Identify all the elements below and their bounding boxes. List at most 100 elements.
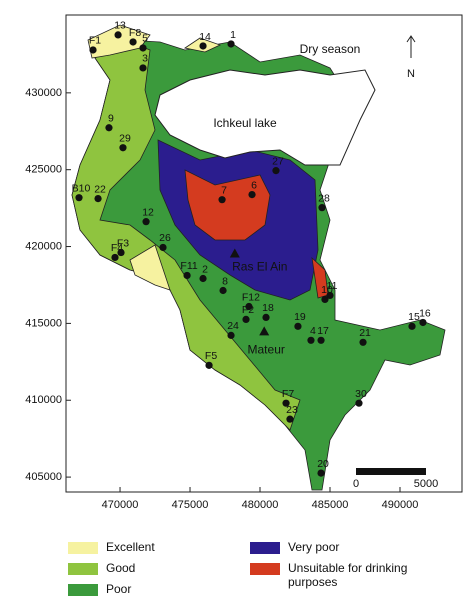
north-arrow-head bbox=[406, 35, 416, 43]
sample-point bbox=[114, 31, 122, 39]
sample-label: 14 bbox=[199, 31, 211, 43]
sample-point bbox=[419, 318, 427, 327]
sample-label: 20 bbox=[317, 458, 329, 470]
sample-point bbox=[119, 144, 127, 152]
lake-label: Ichkeul lake bbox=[213, 116, 277, 130]
sample-label: F4 bbox=[111, 242, 123, 254]
sample-point bbox=[139, 44, 147, 52]
sample-point bbox=[359, 338, 367, 346]
scale-label: 5000 bbox=[414, 478, 438, 490]
sample-point bbox=[139, 64, 147, 72]
legend-label: Very poor bbox=[288, 540, 340, 554]
scale-label: 0 bbox=[353, 478, 359, 490]
sample-point bbox=[317, 469, 325, 477]
sample-label: 5 bbox=[142, 33, 148, 45]
sample-label: 10 bbox=[321, 284, 333, 296]
legend-item: Excellent bbox=[68, 540, 155, 554]
sample-label: 19 bbox=[294, 311, 306, 323]
legend-label: Excellent bbox=[106, 540, 155, 554]
sample-label: 12 bbox=[142, 206, 154, 218]
sample-label: 16 bbox=[419, 307, 431, 319]
sample-label: 17 bbox=[317, 325, 329, 337]
legend-swatch bbox=[68, 563, 98, 575]
sample-point bbox=[117, 248, 125, 257]
sample-point bbox=[245, 302, 253, 311]
sample-label: F5 bbox=[205, 350, 217, 362]
legend-label: Poor bbox=[106, 582, 132, 596]
lake bbox=[154, 69, 376, 166]
sample-point bbox=[219, 286, 227, 295]
landmark-label: Mateur bbox=[248, 343, 285, 357]
legend-label: Unsuitable for drinking purposes bbox=[288, 561, 408, 589]
sample-label: 3 bbox=[142, 53, 148, 65]
legend-item: Very poor bbox=[250, 540, 339, 554]
sample-label: 22 bbox=[94, 183, 106, 195]
sample-label: F7 bbox=[282, 388, 294, 400]
sample-label: 29 bbox=[119, 132, 131, 144]
x-tick-label: 470000 bbox=[102, 499, 139, 511]
sample-label: 21 bbox=[359, 327, 371, 339]
sample-point bbox=[355, 399, 363, 407]
sample-point bbox=[218, 196, 226, 204]
landmark-label: Ras El Ain bbox=[232, 260, 287, 274]
sample-label: B10 bbox=[72, 182, 91, 194]
sample-point bbox=[227, 331, 235, 339]
sample-label: 15 bbox=[408, 311, 420, 323]
legend-swatch bbox=[68, 542, 98, 554]
sample-point bbox=[317, 336, 325, 344]
sample-point bbox=[183, 271, 191, 280]
x-tick-label: 485000 bbox=[312, 499, 349, 511]
landmark bbox=[229, 248, 240, 258]
sample-point bbox=[89, 46, 97, 54]
sample-label: 6 bbox=[251, 179, 257, 191]
sample-label: 7 bbox=[221, 184, 227, 196]
sample-label: 1 bbox=[230, 29, 236, 41]
sample-point bbox=[262, 313, 270, 321]
sample-label: 8 bbox=[222, 275, 228, 287]
season-title: Dry season bbox=[300, 42, 361, 56]
legend-item: Poor bbox=[68, 582, 131, 596]
legend-swatch bbox=[68, 584, 98, 596]
sample-label: F2 bbox=[242, 304, 254, 316]
zone-unsuitable bbox=[184, 169, 271, 241]
sample-point bbox=[321, 295, 329, 304]
y-tick-label: 405000 bbox=[25, 471, 62, 483]
sample-label: F12 bbox=[242, 291, 260, 303]
sample-label: F11 bbox=[180, 260, 197, 272]
sample-point bbox=[142, 218, 150, 226]
sample-point bbox=[248, 190, 256, 199]
legend-swatch bbox=[250, 542, 280, 554]
sample-point bbox=[129, 38, 137, 46]
sample-point bbox=[318, 204, 326, 212]
y-tick-label: 410000 bbox=[25, 394, 62, 406]
zone-excellent bbox=[129, 244, 171, 291]
legend-swatch bbox=[250, 563, 280, 575]
x-tick-label: 490000 bbox=[382, 499, 419, 511]
map: N Dry season Ichkeul lake 470000 475000 48… bbox=[25, 14, 463, 511]
sample-point bbox=[159, 243, 167, 252]
sample-point bbox=[94, 194, 102, 203]
scale-bar bbox=[356, 468, 426, 475]
legend-label: Good bbox=[106, 561, 136, 575]
sample-point bbox=[286, 415, 294, 423]
y-tick-label: 420000 bbox=[25, 240, 62, 252]
sample-label: F8 bbox=[129, 27, 141, 39]
sample-point bbox=[307, 336, 315, 344]
sample-label: 4 bbox=[310, 325, 316, 337]
x-tick-label: 475000 bbox=[172, 499, 209, 511]
sample-point bbox=[408, 322, 416, 330]
sample-label: 11 bbox=[327, 280, 338, 292]
y-tick-label: 425000 bbox=[25, 164, 62, 176]
y-tick-label: 430000 bbox=[25, 87, 62, 99]
sample-point bbox=[111, 253, 119, 262]
sample-label: 13 bbox=[114, 20, 126, 32]
sample-label: 30 bbox=[355, 388, 367, 400]
x-tick-label: 480000 bbox=[242, 499, 279, 511]
sample-label: 23 bbox=[286, 404, 298, 416]
sample-label: F3 bbox=[117, 237, 129, 249]
north-label: N bbox=[407, 68, 415, 80]
sample-point bbox=[199, 274, 207, 283]
sample-point bbox=[205, 361, 213, 369]
sample-point bbox=[199, 42, 207, 50]
